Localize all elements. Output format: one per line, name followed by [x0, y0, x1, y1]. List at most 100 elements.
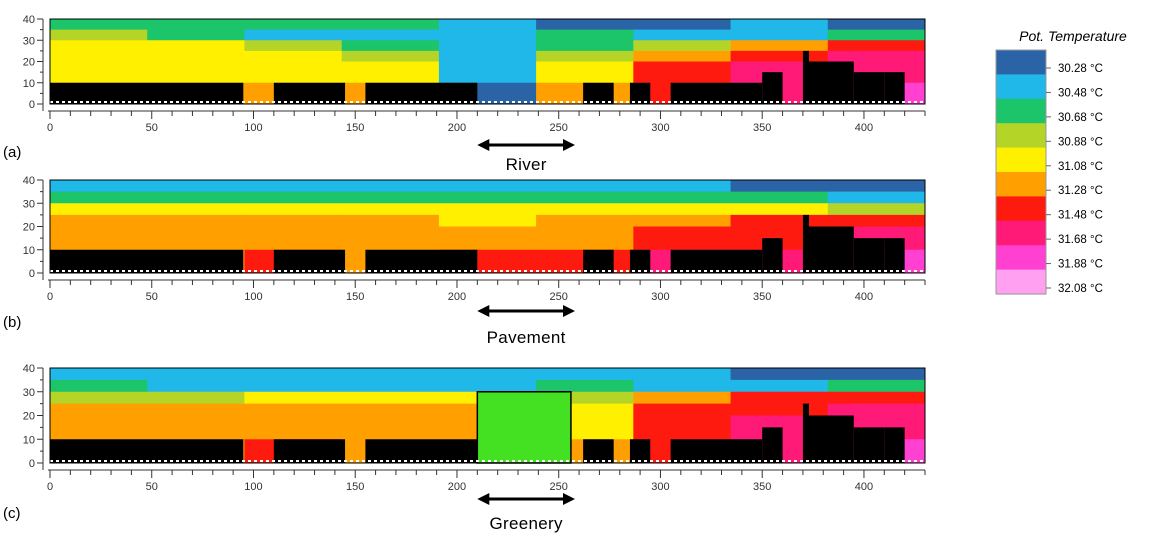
heatmap-cell: [50, 180, 440, 193]
y-tick-label: 30: [23, 35, 35, 47]
x-tick-label: 150: [346, 481, 364, 493]
y-tick-label: 40: [23, 363, 35, 375]
x-tick-label: 250: [550, 291, 568, 303]
heatmap-cell: [50, 403, 245, 416]
colorbar-swatch: [996, 50, 1046, 75]
x-tick-label: 0: [47, 122, 53, 134]
heatmap-cell: [244, 214, 343, 227]
heatmap-cell: [536, 29, 634, 41]
heatmap-panel: 0 50 100 150 200 250 300 350 400 0 10 20 30 40 (c) Gree…: [3, 363, 926, 533]
heatmap-cell: [244, 29, 440, 41]
heatmap-cell: [341, 40, 440, 52]
heatmap-cell: [536, 379, 634, 393]
heatmap-cell: [633, 191, 732, 204]
heatmap-cell: [633, 29, 732, 41]
y-tick-label: 0: [29, 99, 35, 111]
heatmap-cell: [730, 50, 829, 62]
heatmap-cell: [438, 180, 537, 193]
colorbar-swatch: [996, 74, 1046, 100]
colorbar-label: 30.48 °C: [1058, 87, 1103, 99]
building-block: [670, 82, 763, 104]
building-block: [802, 50, 810, 104]
x-tick-label: 50: [146, 122, 158, 134]
colorbar-label: 31.48 °C: [1058, 210, 1103, 222]
heatmap-cell: [730, 214, 829, 227]
heatmap-cell: [244, 191, 440, 204]
heatmap-cell: [536, 226, 634, 251]
heatmap-cell: [438, 214, 537, 227]
heatmap-cell: [147, 29, 245, 41]
heatmap-cell: [633, 61, 732, 84]
heatmap-cell: [50, 203, 245, 216]
heatmap-cell: [536, 191, 634, 204]
heatmap-cell: [536, 50, 634, 62]
building-block: [50, 82, 244, 104]
colorbar-label: 30.88 °C: [1058, 136, 1103, 148]
heatmap-cell: [50, 391, 245, 405]
heatmap-cell: [730, 368, 829, 381]
heatmap-cell: [147, 379, 245, 393]
x-tick-label: 50: [146, 291, 158, 303]
building-block: [853, 238, 885, 273]
building-block: [629, 439, 651, 463]
colorbar-swatch: [996, 123, 1046, 149]
greenery-block: [476, 391, 572, 464]
x-tick-label: 200: [448, 291, 466, 303]
x-tick-label: 300: [651, 481, 669, 493]
colorbar-label: 31.08 °C: [1058, 161, 1103, 173]
heatmap-cell: [730, 19, 829, 31]
surface-label: River: [506, 155, 547, 174]
building-block: [884, 427, 905, 463]
heatmap-cell: [244, 226, 343, 251]
x-tick-label: 350: [753, 291, 771, 303]
building-block: [629, 249, 651, 273]
heatmap-cell: [438, 19, 537, 31]
heatmap-cell: [341, 391, 440, 405]
heatmap-cell: [730, 180, 829, 193]
heatmap-cell: [536, 214, 634, 227]
colorbar-label: 31.68 °C: [1058, 234, 1103, 246]
heatmap-cell: [50, 214, 245, 227]
building-block: [273, 249, 346, 273]
x-tick-label: 150: [346, 291, 364, 303]
arrow-head-left: [477, 493, 490, 505]
plot-frame: [49, 179, 926, 274]
building-block: [853, 72, 885, 104]
heatmap-cell: [730, 40, 829, 52]
heatmap-cell: [633, 391, 732, 405]
heatmap-cell: [633, 214, 732, 227]
heatmap-cell: [50, 368, 440, 381]
heatmap-cell: [50, 415, 245, 440]
heatmap-cell: [633, 50, 732, 62]
heatmap-cell: [827, 19, 926, 31]
building-block: [50, 249, 244, 273]
x-tick-label: 300: [651, 122, 669, 134]
x-tick-label: 50: [146, 481, 158, 493]
heatmap-cell: [536, 368, 732, 381]
heatmap-cell: [341, 61, 440, 84]
x-tick-label: 250: [550, 122, 568, 134]
heatmap-cell: [827, 203, 926, 216]
heatmap-cell: [341, 403, 440, 416]
heatmap-cell: [536, 19, 732, 31]
heatmap-cell: [536, 203, 634, 216]
colorbar-label: 31.88 °C: [1058, 259, 1103, 271]
x-tick-label: 400: [855, 291, 873, 303]
heatmap-cell: [438, 191, 537, 204]
colorbar-label: 32.08 °C: [1058, 283, 1103, 295]
building-block: [365, 439, 478, 463]
building-block: [50, 439, 244, 463]
x-tick-label: 250: [550, 481, 568, 493]
heatmap-cell: [730, 203, 829, 216]
heatmap-cell: [730, 403, 829, 416]
building-block: [670, 249, 763, 273]
colorbar-swatch: [996, 147, 1046, 173]
panel-label: (a): [3, 144, 21, 161]
x-tick-label: 400: [855, 481, 873, 493]
heatmap-cell: [438, 368, 537, 381]
heatmap-cell: [730, 29, 829, 41]
heatmap-cell: [244, 203, 343, 216]
plot-frame: [49, 18, 926, 105]
heatmap-cell: [341, 50, 440, 62]
heatmap-cell: [244, 379, 440, 393]
